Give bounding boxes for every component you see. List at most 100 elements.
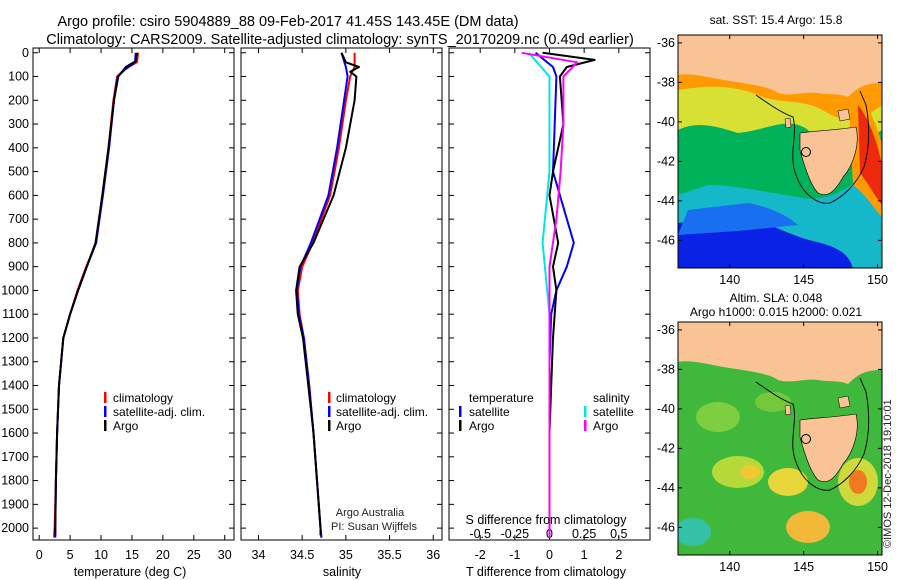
temperature-series-group bbox=[53, 52, 140, 538]
difference-panel: -2 -1 0 1 2-0.5 -0.25 0 0.25 0.5 T difference fr… bbox=[448, 47, 651, 579]
sla-anomaly-patch bbox=[740, 465, 760, 479]
depth-tick-label: 0 bbox=[22, 46, 29, 60]
legend-label-argo: Argo bbox=[336, 419, 362, 433]
lat-tick-label: -40 bbox=[657, 115, 675, 129]
lon-tick-label: 150 bbox=[867, 560, 888, 574]
imos-credit: ©IMOS 12-Dec-2018 19:10:01 bbox=[882, 399, 894, 548]
lon-tick-label: 145 bbox=[793, 273, 814, 287]
lat-tick-label: -36 bbox=[657, 36, 675, 50]
lat-tick-label: -44 bbox=[657, 194, 675, 208]
depth-tick-label: 400 bbox=[8, 141, 29, 155]
legend-label-sal-argo: Argo bbox=[593, 419, 619, 433]
s-diff-tick-label: -0.5 bbox=[469, 527, 491, 541]
lat-tick-label: -36 bbox=[657, 323, 675, 337]
lon-tick-label: 150 bbox=[867, 273, 888, 287]
sla-argo-location-marker bbox=[801, 434, 811, 444]
legend-swatch-temp-satellite bbox=[459, 406, 462, 417]
legend-label-climatology: climatology bbox=[113, 391, 173, 405]
s-diff-tick-label: 0.25 bbox=[572, 527, 596, 541]
sst-east-red-zone bbox=[858, 105, 882, 205]
x-tick-label: 35.5 bbox=[377, 548, 401, 562]
depth-tick-label: 700 bbox=[8, 212, 29, 226]
sst-map-title: sat. SST: 15.4 Argo: 15.8 bbox=[710, 13, 843, 27]
sla-anomaly-patch bbox=[712, 456, 764, 488]
legend-label-satellite: satellite-adj. clim. bbox=[113, 405, 205, 419]
depth-tick-label: 1500 bbox=[1, 402, 29, 416]
depth-tick-label: 1600 bbox=[1, 426, 29, 440]
depth-tick-label: 500 bbox=[8, 165, 29, 179]
sla-map-image bbox=[678, 322, 882, 555]
series-line-argo bbox=[54, 52, 138, 536]
sla-map-title1: Altim. SLA: 0.048 bbox=[730, 291, 823, 305]
depth-tick-label: 1400 bbox=[1, 379, 29, 393]
x-tick-label: 1 bbox=[581, 548, 588, 562]
depth-tick-label: 100 bbox=[8, 70, 29, 84]
legend-title-salinity: salinity bbox=[593, 391, 630, 405]
x-tick-label: 2 bbox=[615, 548, 622, 562]
lat-tick-label: -38 bbox=[657, 362, 675, 376]
x-tick-label: 25 bbox=[187, 548, 201, 562]
s-diff-tick-label: -0.25 bbox=[501, 527, 530, 541]
depth-tick-label: 1100 bbox=[2, 307, 29, 321]
sst-flinders-island bbox=[837, 108, 851, 122]
sla-anomaly-patch bbox=[696, 402, 740, 432]
s-diff-tick-label: 0.5 bbox=[610, 527, 627, 541]
sst-king-island bbox=[784, 117, 792, 129]
legend-swatch-satellite bbox=[328, 406, 331, 417]
salinity-xtick-group: 34 34.5 35 35.5 36 bbox=[252, 48, 440, 562]
legend-swatch-argo bbox=[104, 420, 107, 431]
x-tick-label: -2 bbox=[475, 548, 486, 562]
s-difference-label: S difference from climatology bbox=[466, 513, 628, 527]
x-tick-label: 30 bbox=[218, 548, 232, 562]
sla-tasmania bbox=[799, 413, 858, 483]
sla-map-title2: Argo h1000: 0.015 h2000: 0.021 bbox=[690, 305, 862, 319]
depth-tick-label: 1800 bbox=[1, 474, 29, 488]
figure-title-line1: Argo profile: csiro 5904889_88 09-Feb-20… bbox=[57, 14, 518, 30]
lon-tick-label: 140 bbox=[719, 560, 740, 574]
x-tick-label: 5 bbox=[67, 548, 74, 562]
legend-title-temperature: temperature bbox=[469, 391, 534, 405]
sla-anomaly-patch bbox=[678, 518, 711, 546]
series-line-salinity-argo bbox=[521, 51, 579, 538]
lat-tick-label: -38 bbox=[657, 75, 675, 89]
lat-tick-label: -40 bbox=[657, 402, 675, 416]
depth-tick-label: 1700 bbox=[1, 450, 29, 464]
lat-tick-label: -46 bbox=[657, 520, 675, 534]
legend-label-climatology: climatology bbox=[336, 391, 396, 405]
temperature-xlabel: temperature (deg C) bbox=[74, 565, 187, 579]
depth-tick-label: 1300 bbox=[1, 355, 29, 369]
x-tick-label: 0 bbox=[546, 548, 553, 562]
depth-tick-label: 300 bbox=[8, 117, 29, 131]
temperature-panel: 0100200300400500600700800900100011001200… bbox=[1, 46, 235, 579]
depth-tick-label: 2000 bbox=[1, 521, 29, 535]
difference-series-group bbox=[521, 51, 596, 538]
sst-map: sat. SST: 15.4 Argo: 15.8 -36 -38 -40 -42 -4… bbox=[657, 13, 888, 287]
legend-label-temp-argo: Argo bbox=[469, 419, 495, 433]
depth-tick-label: 1200 bbox=[1, 331, 29, 345]
series-line-temperature-argo bbox=[542, 51, 596, 538]
sst-map-frame bbox=[677, 34, 883, 269]
x-tick-label: -1 bbox=[509, 548, 520, 562]
difference-ytick-group bbox=[449, 52, 650, 529]
depth-tick-group: 0 100 200 300 400 500 600 700 800 900 1000 1100 1200… bbox=[1, 46, 234, 535]
x-tick-label: 36 bbox=[426, 548, 440, 562]
lon-tick-label: 145 bbox=[793, 560, 814, 574]
depth-tick-label: 1900 bbox=[1, 497, 29, 511]
legend-swatch-satellite bbox=[104, 406, 107, 417]
sla-anomaly-patch bbox=[786, 511, 830, 543]
depth-tick-label: 1000 bbox=[1, 283, 29, 297]
sla-flinders-island bbox=[837, 395, 851, 409]
legend-label-argo: Argo bbox=[113, 419, 139, 433]
salinity-legend: climatology satellite-adj. clim. Argo bbox=[328, 391, 428, 433]
sst-mainland bbox=[678, 35, 882, 97]
sst-map-image bbox=[678, 35, 882, 268]
depth-tick-label: 600 bbox=[8, 188, 29, 202]
x-tick-label: 20 bbox=[156, 548, 170, 562]
difference-xlabel: T difference from climatology bbox=[466, 565, 627, 579]
sla-map: Altim. SLA: 0.048 Argo h1000: 0.015 h200… bbox=[657, 291, 888, 574]
sla-map-tick-group: -36 -38 -40 -42 -44 -46 140 145 150 bbox=[657, 322, 888, 574]
temperature-legend: climatology satellite-adj. clim. Argo bbox=[104, 391, 205, 433]
legend-swatch-temp-argo bbox=[459, 420, 462, 431]
depth-tick-label: 200 bbox=[8, 93, 29, 107]
difference-xtick-group: -2 -1 0 1 2-0.5 -0.25 0 0.25 0.5 bbox=[469, 48, 628, 562]
